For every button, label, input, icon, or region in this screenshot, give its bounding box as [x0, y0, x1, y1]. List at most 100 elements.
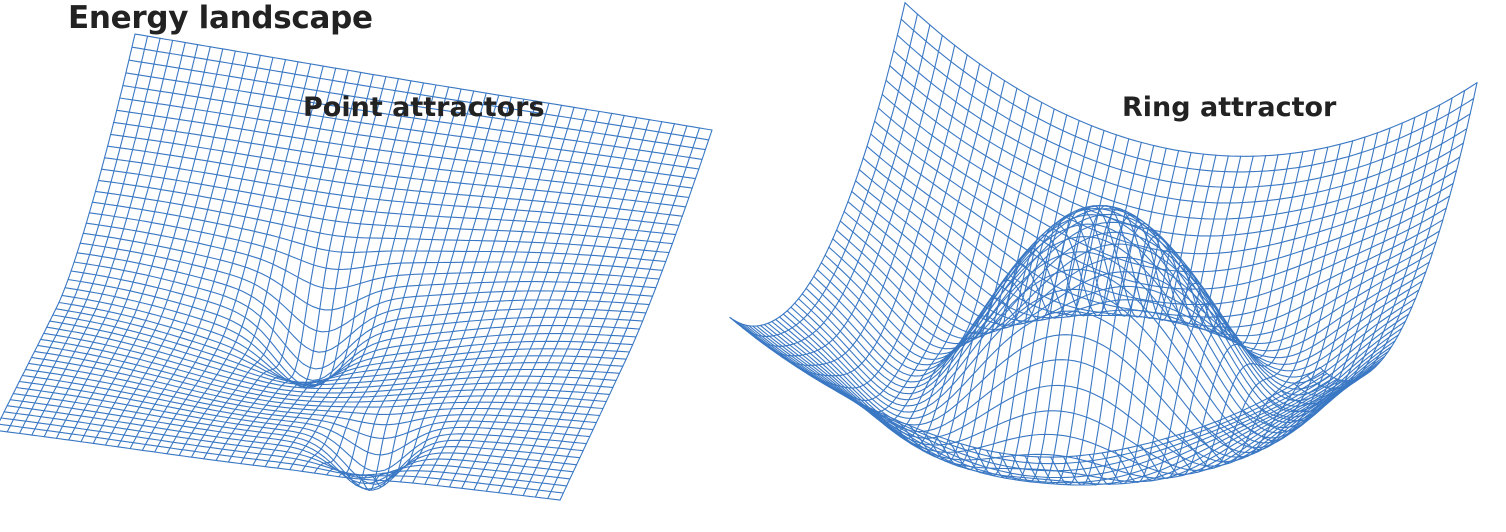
mesh-column-line [424, 106, 575, 485]
figure-title: Energy landscape [68, 0, 373, 36]
mesh-column-line [1306, 90, 1466, 390]
mesh-column-line [31, 39, 174, 436]
mesh-column-line [522, 123, 675, 497]
mesh-column-line [362, 96, 512, 488]
ring-attractor-surface [729, 2, 1478, 486]
mesh-column-line [215, 71, 362, 461]
point-attractors-mesh [0, 33, 713, 501]
mesh-column-line [1293, 97, 1453, 397]
mesh-column-line [806, 63, 981, 389]
mesh-column-line [819, 71, 993, 401]
mesh-column-line [1216, 132, 1379, 451]
mesh-column-line [870, 101, 1043, 440]
mesh-column-line [1280, 104, 1441, 405]
point-attractors-surface [0, 33, 713, 501]
mesh-column-line [780, 44, 956, 366]
mesh-column-line [973, 141, 1142, 477]
mesh-column-line [141, 59, 287, 451]
mesh-column-line [461, 112, 613, 489]
mesh-column-line [844, 87, 1018, 423]
mesh-column-line [742, 13, 918, 337]
mesh-column-line [547, 127, 701, 500]
mesh-column-line [0, 33, 136, 422]
mesh-column-line [399, 102, 550, 483]
mesh-column-line [240, 76, 387, 465]
mesh-column-line [92, 50, 236, 444]
mesh-column-line [1062, 155, 1229, 486]
mesh-row-line [104, 157, 680, 226]
mesh-column-line [129, 56, 274, 450]
ring-attractor-mesh [729, 2, 1478, 486]
mesh-column-line [338, 92, 487, 487]
mesh-column-line [1178, 143, 1341, 469]
mesh-column-line [375, 98, 525, 481]
mesh-column-line [1268, 110, 1428, 413]
ring-attractor-panel: Ring attractor [720, 0, 1506, 532]
mesh-row-line [805, 214, 1389, 424]
mesh-column-line [1319, 82, 1478, 382]
mesh-column-line [960, 138, 1130, 474]
mesh-column-line [883, 108, 1055, 447]
mesh-column-line [289, 84, 437, 471]
mesh-row-line [97, 179, 673, 245]
mesh-column-line [178, 65, 324, 457]
mesh-column-line [104, 52, 249, 446]
mesh-column-line [43, 41, 186, 438]
point-attractors-panel: Point attractors [0, 0, 740, 532]
point-attractors-label: Point attractors [303, 92, 545, 123]
mesh-column-line [510, 121, 663, 495]
mesh-row-line [27, 362, 597, 426]
mesh-column-line [1139, 151, 1304, 480]
mesh-column-line [1075, 155, 1242, 486]
mesh-column-line [350, 94, 500, 492]
mesh-column-line [1114, 154, 1279, 483]
mesh-column-line [154, 61, 299, 453]
mesh-column-line [1037, 153, 1204, 485]
mesh-row-line [73, 261, 647, 370]
mesh-column-line [985, 144, 1155, 479]
mesh-column-line [473, 114, 625, 491]
mesh-row-line [107, 145, 683, 217]
mesh-column-line [166, 63, 312, 455]
mesh-column-line [436, 108, 588, 487]
mesh-row-line [6, 405, 574, 485]
mesh-column-line [227, 73, 374, 463]
mesh-column-line [1152, 149, 1316, 477]
mesh-column-line [1101, 155, 1267, 485]
mesh-column-line [1088, 155, 1254, 486]
mesh-column-line [1127, 152, 1292, 482]
mesh-column-line [1204, 136, 1366, 458]
mesh-column-line [1191, 140, 1354, 464]
mesh-column-line [729, 2, 906, 327]
mesh-column-line [276, 82, 425, 469]
mesh-column-line [55, 44, 199, 439]
mesh-column-line [755, 24, 931, 347]
mesh-column-line [767, 34, 943, 357]
mesh-column-line [19, 37, 161, 434]
mesh-column-line [6, 35, 149, 433]
mesh-column-line [203, 69, 349, 460]
mesh-column-line [387, 100, 537, 482]
mesh-column-line [412, 104, 563, 484]
mesh-column-line [68, 46, 211, 441]
mesh-column-line [313, 88, 462, 474]
mesh-column-line [498, 119, 650, 494]
mesh-row-line [94, 190, 670, 254]
mesh-column-line [117, 54, 261, 448]
mesh-column-line [485, 117, 638, 492]
mesh-column-line [80, 48, 224, 443]
mesh-column-line [1165, 146, 1329, 473]
mesh-column-line [326, 90, 475, 476]
mesh-column-line [534, 125, 688, 498]
ring-attractor-label: Ring attractor [1122, 92, 1337, 123]
mesh-column-line [301, 86, 450, 472]
mesh-column-line [190, 67, 337, 458]
mesh-column-line [1255, 116, 1416, 422]
mesh-column-line [793, 54, 968, 377]
mesh-column-line [896, 114, 1068, 453]
mesh-row-line [100, 168, 677, 236]
mesh-column-line [448, 110, 600, 488]
mesh-row-line [889, 65, 1464, 220]
mesh-column-line [857, 95, 1030, 432]
mesh-column-line [559, 129, 713, 501]
